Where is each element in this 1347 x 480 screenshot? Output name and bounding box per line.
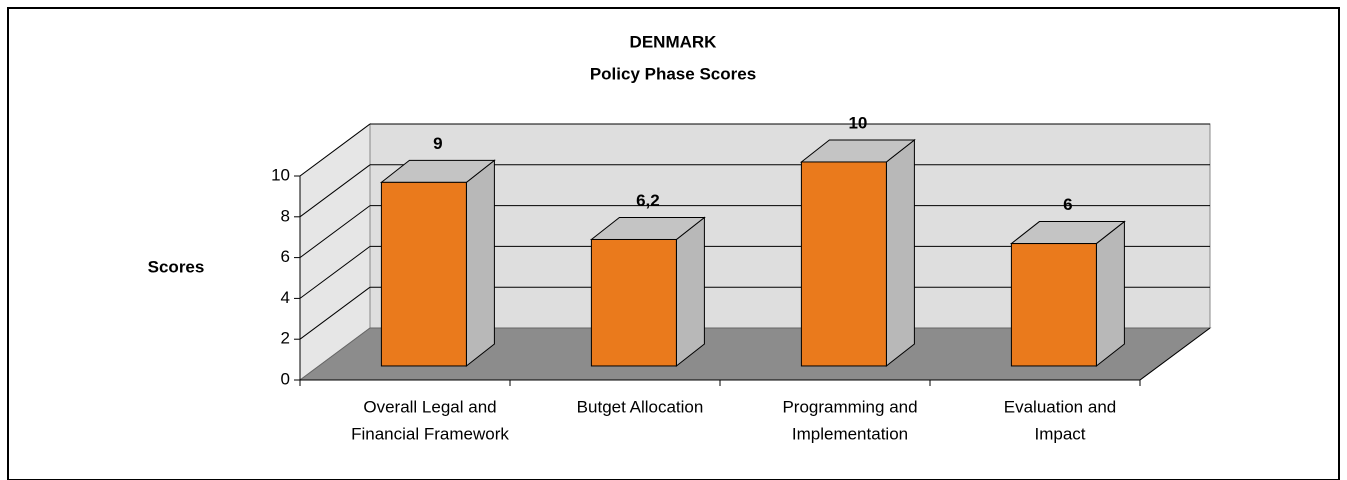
bar xyxy=(590,238,677,367)
grid-line xyxy=(299,164,371,218)
x-tick-label: Impact xyxy=(1034,424,1085,443)
bar-side xyxy=(675,216,705,367)
y-tick-label: 2 xyxy=(281,329,290,348)
x-tick-label: Programming and xyxy=(782,397,917,416)
x-tick-label: Butget Allocation xyxy=(577,397,704,416)
bar xyxy=(1010,243,1097,367)
chart-subtitle: Policy Phase Scores xyxy=(590,64,756,83)
y-tick-label: 10 xyxy=(271,165,290,184)
y-tick-label: 8 xyxy=(281,206,290,225)
bar xyxy=(380,181,467,367)
x-tick-label: Evaluation and xyxy=(1004,397,1116,416)
value-label: 9 xyxy=(433,134,442,153)
grid-line xyxy=(299,205,371,259)
bar-side xyxy=(465,159,495,367)
x-tick-label: Overall Legal and xyxy=(363,397,496,416)
chart-title: DENMARK xyxy=(630,32,718,51)
value-label: 10 xyxy=(848,113,867,132)
y-tick-label: 0 xyxy=(281,369,290,388)
bar xyxy=(800,161,887,367)
y-tick-label: 4 xyxy=(281,288,290,307)
grid-line xyxy=(299,286,371,340)
grid-line xyxy=(299,245,371,299)
x-tick-label: Financial Framework xyxy=(351,424,509,443)
bar-side xyxy=(885,138,915,367)
grid-line xyxy=(299,123,371,177)
y-tick-label: 6 xyxy=(281,247,290,266)
value-label: 6,2 xyxy=(636,191,660,210)
floor-edge xyxy=(1139,327,1211,381)
y-axis-label: Scores xyxy=(148,257,205,276)
x-tick-label: Implementation xyxy=(792,424,908,443)
value-label: 6 xyxy=(1063,195,1072,214)
bar-side xyxy=(1095,220,1125,367)
